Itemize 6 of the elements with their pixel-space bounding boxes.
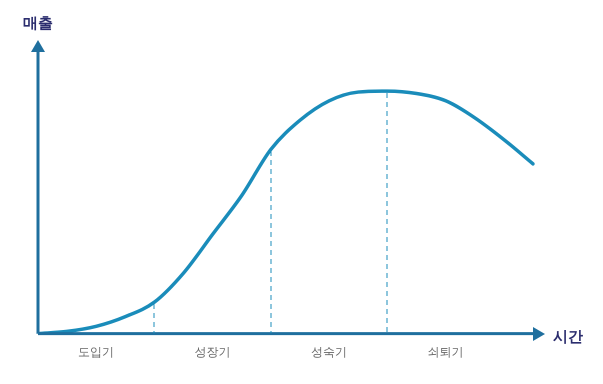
x-tick-label: 쇠퇴기 <box>428 344 464 359</box>
y-axis-title: 매출 <box>23 14 53 32</box>
x-axis-title: 시간 <box>553 327 583 346</box>
x-tick-label: 도입기 <box>78 344 114 359</box>
x-tick-label: 성장기 <box>194 344 231 359</box>
x-tick-label: 성숙기 <box>311 344 348 359</box>
